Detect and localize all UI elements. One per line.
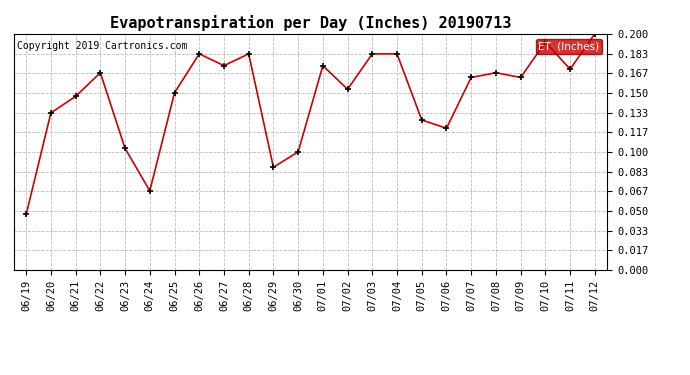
Title: Evapotranspiration per Day (Inches) 20190713: Evapotranspiration per Day (Inches) 2019… xyxy=(110,15,511,31)
Text: Copyright 2019 Cartronics.com: Copyright 2019 Cartronics.com xyxy=(17,41,187,51)
Legend: ET  (Inches): ET (Inches) xyxy=(535,39,602,54)
